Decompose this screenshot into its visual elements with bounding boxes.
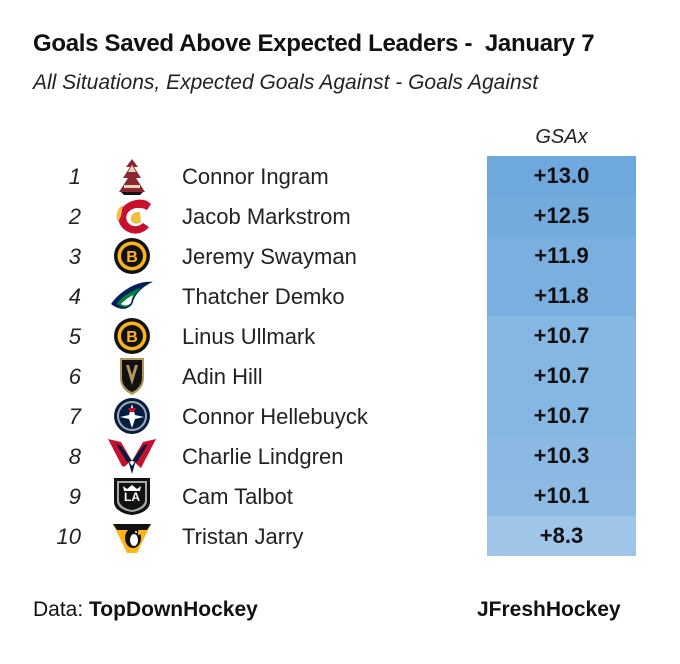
gsax-value-cell: +13.0 [487, 156, 636, 196]
player-name: Thatcher Demko [182, 284, 345, 309]
gsax-value-label: +10.7 [533, 363, 590, 388]
bruins-logo-icon: B [107, 316, 157, 356]
chart-title: Goals Saved Above Expected Leaders - Jan… [33, 30, 595, 57]
rank-label: 3 [68, 244, 81, 269]
rank-label: 8 [68, 444, 81, 469]
gsax-value-label: +11.8 [534, 283, 589, 308]
data-source-credit: Data: TopDownHockey [33, 598, 258, 622]
chart-subtitle: All Situations, Expected Goals Against -… [33, 71, 539, 94]
data-source-name: TopDownHockey [89, 598, 258, 621]
gsax-value-cell: +10.7 [487, 316, 636, 356]
column-header-gsax: GSAx [535, 126, 588, 148]
svg-text:LA: LA [124, 490, 140, 504]
bruins-logo-icon: B [107, 236, 157, 276]
gsax-value-cell: +11.9 [487, 236, 636, 276]
rank-label: 4 [68, 284, 81, 309]
gsax-value-cell: +10.7 [487, 396, 636, 436]
player-name: Connor Ingram [182, 164, 329, 189]
gsax-value-cell: +8.3 [487, 516, 636, 556]
rank-label: 1 [68, 164, 81, 189]
data-source-prefix: Data: [33, 598, 90, 621]
gsax-value-label: +11.9 [534, 243, 589, 268]
player-name: Cam Talbot [182, 484, 293, 509]
gsax-value-label: +10.7 [533, 403, 590, 428]
player-name: Charlie Lindgren [182, 444, 344, 469]
rank-label: 9 [68, 484, 81, 509]
gsax-value-cell: +10.7 [487, 356, 636, 396]
jets-logo-icon [107, 396, 157, 436]
gsax-value-cell: +10.3 [487, 436, 636, 476]
player-name: Jeremy Swayman [182, 244, 357, 269]
canucks-logo-icon [107, 276, 157, 316]
gsax-value-label: +10.3 [533, 443, 590, 468]
capitals-logo-icon [107, 436, 157, 476]
svg-text:B: B [126, 329, 138, 346]
gsax-value-label: +10.7 [533, 323, 590, 348]
gsax-value-label: +12.5 [533, 203, 590, 228]
kings-logo-icon: LA [107, 476, 157, 516]
player-name: Linus Ullmark [182, 324, 316, 349]
gsax-value-label: +10.1 [533, 483, 590, 508]
svg-text:B: B [126, 249, 138, 266]
gsax-value-cell: +11.8 [487, 276, 636, 316]
rank-label: 7 [68, 404, 81, 429]
gsax-value-cell: +10.1 [487, 476, 636, 516]
gsax-value-label: +13.0 [533, 163, 590, 188]
author-credit: JFreshHockey [477, 598, 621, 621]
player-name: Jacob Markstrom [182, 204, 351, 229]
penguins-logo-icon [107, 516, 157, 556]
rank-label: 2 [68, 204, 81, 229]
golden-knights-logo-icon [107, 356, 157, 396]
player-name: Connor Hellebuyck [182, 404, 368, 429]
gsax-value-cell: +12.5 [487, 196, 636, 236]
gsax-value-label: +8.3 [539, 523, 584, 548]
rank-label: 10 [56, 524, 81, 549]
rank-label: 6 [68, 364, 81, 389]
coyotes-logo-icon [107, 156, 157, 196]
flames-logo-icon [107, 196, 157, 236]
player-name: Tristan Jarry [182, 524, 304, 549]
player-name: Adin Hill [182, 364, 263, 389]
rank-label: 5 [68, 324, 81, 349]
